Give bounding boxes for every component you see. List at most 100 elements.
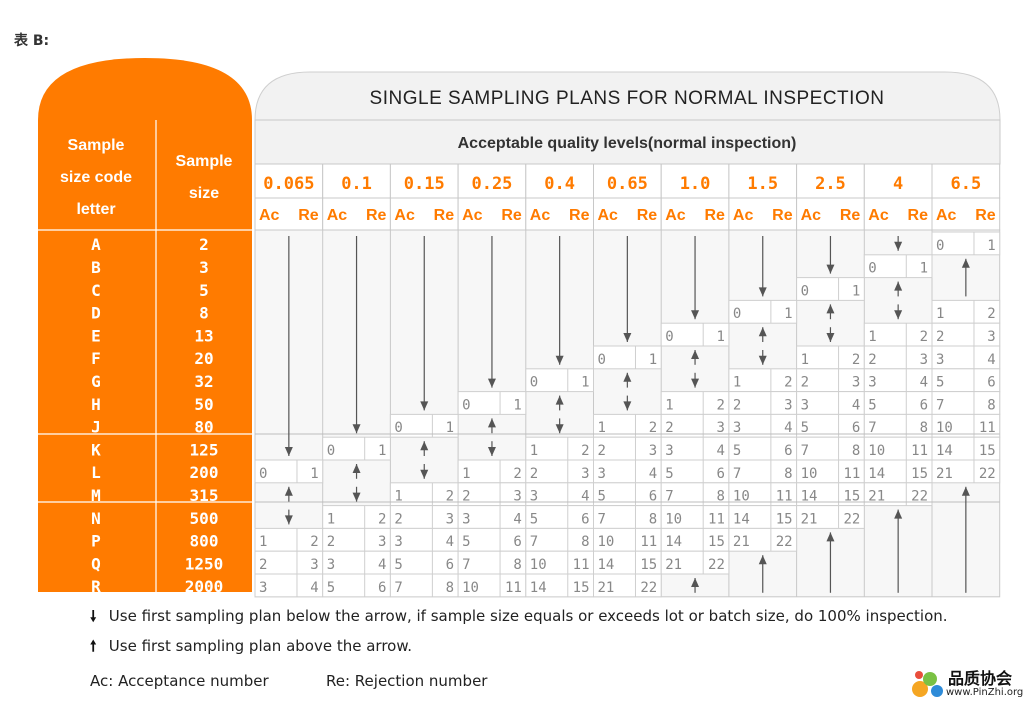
re-value: 4	[784, 420, 792, 436]
re-value: 1	[581, 375, 589, 391]
down-arrow-note: 🠗 Use first sampling plan below the arro…	[90, 606, 948, 631]
sample-size: 1250	[185, 554, 224, 573]
re-value: 6	[920, 397, 928, 413]
ac-value: 7	[868, 420, 876, 436]
plan-cell	[660, 322, 730, 347]
ac-value: 3	[665, 443, 673, 459]
down-arrow-head	[352, 424, 361, 434]
re-label: Re	[772, 207, 793, 224]
re-value: 22	[911, 489, 928, 505]
sample-size: 80	[194, 418, 213, 437]
ac-value: 10	[936, 420, 953, 436]
sample-size: 200	[190, 463, 219, 482]
ac-value: 1	[394, 489, 402, 505]
re-value: 11	[640, 534, 657, 550]
code-letter: F	[91, 349, 101, 368]
ac-value: 7	[598, 511, 606, 527]
code-letter: J	[91, 418, 101, 437]
up-arrow-icon: 🠕	[90, 637, 97, 655]
aql-level-label: 0.65	[607, 174, 648, 194]
up-arrow-head	[352, 464, 361, 473]
down-arrow-head	[758, 287, 767, 297]
down-arrow-head	[555, 355, 564, 365]
ac-value: 1	[868, 329, 876, 345]
sample-size: 2	[199, 235, 209, 254]
down-arrow-head	[826, 333, 835, 342]
re-value: 4	[716, 443, 724, 459]
ac-label: Ac	[868, 207, 889, 224]
brand-logo: 品质协会 www.PinZhi.org	[910, 665, 1030, 703]
re-label: Re	[501, 207, 522, 224]
re-value: 15	[843, 489, 860, 505]
aql-header-cell	[389, 163, 459, 199]
ac-label: Ac	[462, 207, 483, 224]
ac-value: 14	[733, 511, 750, 527]
aql-caption-row	[254, 119, 1001, 165]
down-arrow-head	[555, 424, 564, 434]
plan-cell	[728, 299, 798, 324]
down-arrow-head	[826, 264, 835, 274]
ac-value: 3	[801, 397, 809, 413]
re-value: 22	[640, 580, 657, 596]
re-value: 6	[446, 557, 454, 573]
ac-value: 14	[936, 443, 953, 459]
plan-cell	[796, 505, 865, 529]
re-value: 2	[649, 420, 657, 436]
code-letter: A	[91, 235, 101, 254]
ac-value: 21	[665, 557, 682, 573]
re-label: Re	[637, 207, 658, 224]
ac-value: 0	[530, 375, 538, 391]
re-label: Re	[366, 207, 387, 224]
re-value: 3	[852, 375, 860, 391]
sampling-plan-table: SINGLE SAMPLING PLANS FOR NORMAL INSPECT…	[38, 58, 1001, 598]
re-value: 8	[784, 466, 792, 482]
re-value: 8	[987, 397, 995, 413]
code-letter: C	[91, 281, 101, 300]
ac-value: 5	[530, 511, 538, 527]
re-value: 4	[310, 580, 318, 596]
re-value: 4	[446, 534, 454, 550]
ac-value: 3	[530, 489, 538, 505]
up-arrow-head	[758, 555, 767, 565]
ac-value: 1	[801, 352, 809, 368]
ac-value: 10	[665, 511, 682, 527]
plan-cell	[593, 573, 662, 598]
up-arrow-head	[961, 486, 970, 496]
re-value: 15	[573, 580, 590, 596]
up-arrow-head	[555, 395, 564, 405]
re-value: 3	[446, 511, 454, 527]
down-arrow-head	[691, 378, 700, 388]
code-letter: H	[91, 395, 101, 414]
ac-value: 1	[733, 375, 741, 391]
re-value: 22	[843, 511, 860, 527]
up-arrow-head	[826, 532, 835, 542]
aql-level-label: 0.25	[471, 174, 512, 194]
re-value: 3	[378, 534, 386, 550]
ac-value: 3	[462, 511, 470, 527]
col-code-header-line1: Sample	[68, 137, 125, 154]
ac-label: Ac	[394, 207, 415, 224]
ac-value: 3	[259, 580, 267, 596]
down-arrow-head	[623, 401, 632, 411]
sample-size: 13	[194, 326, 213, 345]
down-arrow-icon: 🠗	[90, 607, 97, 625]
ac-value: 3	[936, 352, 944, 368]
up-arrow-head	[691, 350, 700, 359]
re-value: 2	[920, 329, 928, 345]
re-value: 4	[581, 489, 589, 505]
aql-caption: Acceptable quality levels(normal inspect…	[458, 135, 797, 152]
down-arrow-head	[894, 310, 903, 320]
sample-size: 2000	[185, 577, 224, 596]
up-arrow-head	[894, 281, 903, 291]
re-value: 2	[446, 489, 454, 505]
ac-re-header-cell	[322, 197, 391, 231]
ac-value: 5	[665, 466, 673, 482]
re-value: 6	[852, 420, 860, 436]
re-value: 4	[378, 557, 386, 573]
ac-value: 14	[530, 580, 547, 596]
ac-value: 2	[462, 489, 470, 505]
re-label: Re	[908, 207, 929, 224]
re-value: 2	[852, 352, 860, 368]
ac-value: 5	[394, 557, 402, 573]
ac-value: 21	[801, 511, 818, 527]
